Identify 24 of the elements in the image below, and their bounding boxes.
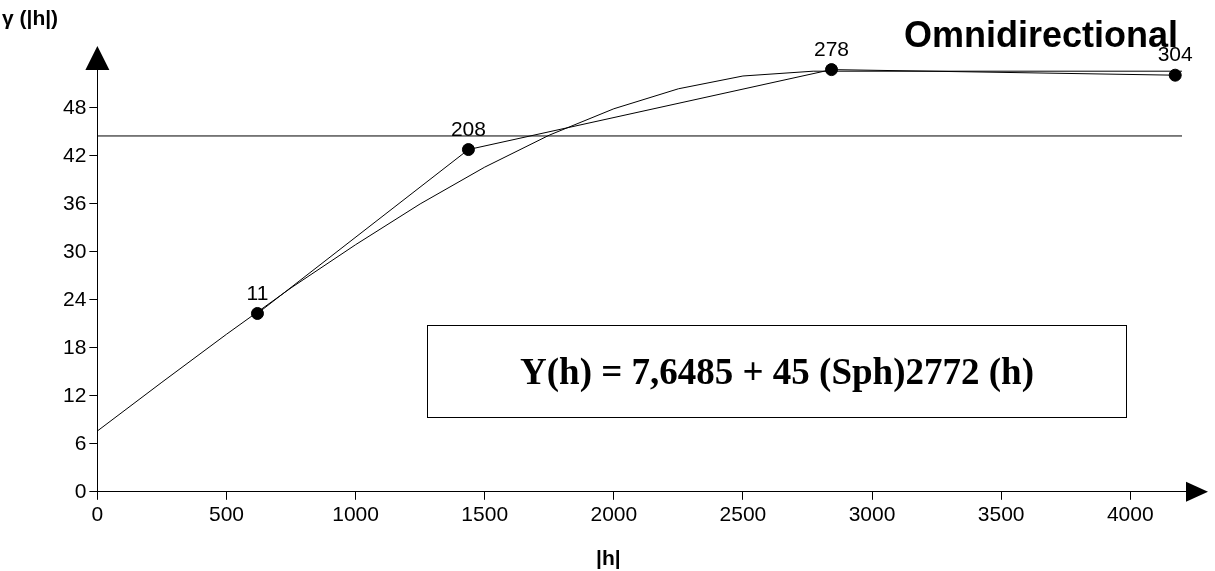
y-tick-label: 18 — [63, 334, 87, 358]
y-tick-label: 24 — [63, 286, 87, 310]
annotation: 278 — [813, 36, 850, 60]
y-tick-label: 6 — [74, 430, 87, 454]
y-tick-label: 42 — [63, 142, 87, 166]
y-tick-label: 12 — [63, 382, 87, 406]
x-tick-label: 500 — [208, 502, 244, 526]
y-axis-title: γ (|h|) — [2, 6, 59, 30]
x-tick-label: 2500 — [719, 502, 767, 526]
y-tick-label: 0 — [74, 478, 87, 502]
annotation: 11 — [246, 280, 269, 304]
x-tick-label: 2000 — [590, 502, 638, 526]
x-tick-label: 0 — [91, 502, 104, 526]
y-tick-label: 30 — [63, 238, 87, 262]
x-tick-label: 4000 — [1106, 502, 1154, 526]
x-axis-title: |h| — [596, 546, 621, 570]
x-tick-label: 3000 — [848, 502, 896, 526]
y-tick-label: 36 — [63, 190, 87, 214]
x-tick-label: 1000 — [332, 502, 379, 526]
x-tick-label: 3500 — [977, 502, 1025, 526]
y-tick-label: 48 — [63, 94, 87, 118]
x-tick-label: 1500 — [461, 502, 509, 526]
annotation: Y(h) = 7,6485 + 45 (Sph)2772 (h) — [427, 325, 1127, 418]
annotation: 208 — [450, 116, 486, 140]
